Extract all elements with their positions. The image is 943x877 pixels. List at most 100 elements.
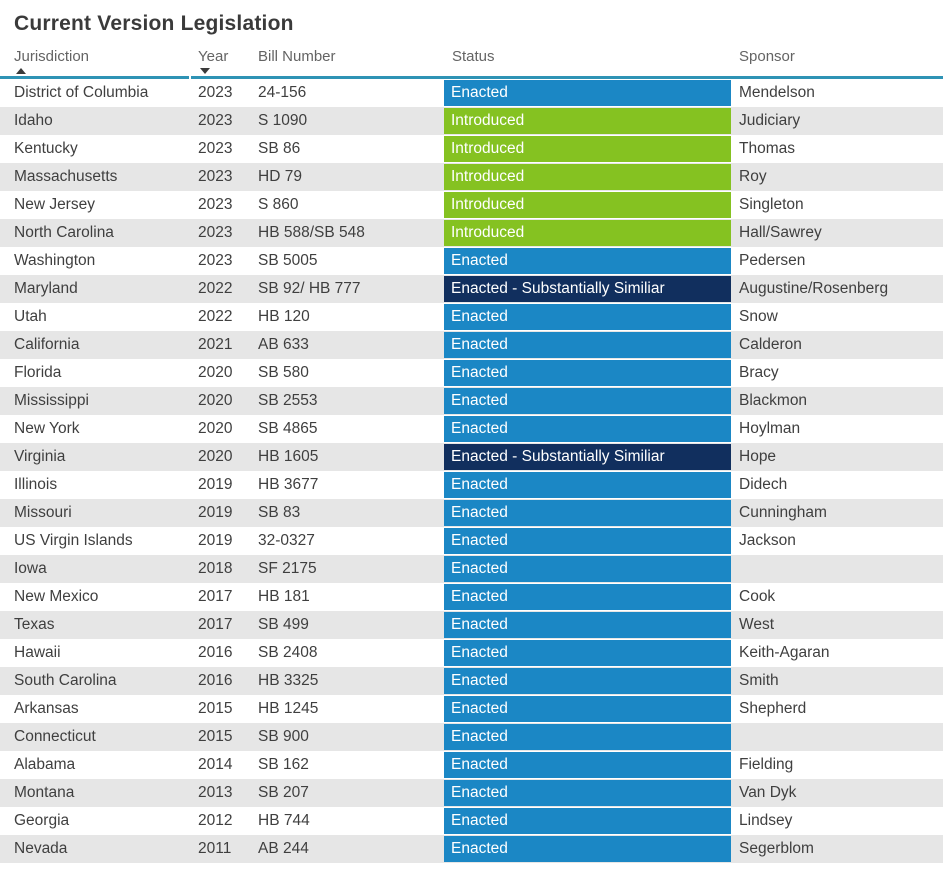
bill-number-cell[interactable]: SB 4865	[258, 420, 318, 437]
sponsor-cell[interactable]: Snow	[739, 308, 778, 325]
table-row[interactable]: District of Columbia 2023 24-156 Enacted…	[0, 79, 943, 107]
status-cell[interactable]: Enacted	[444, 555, 731, 583]
year-cell[interactable]: 2016	[198, 644, 233, 661]
status-cell[interactable]: Enacted - Substantially Similiar	[444, 443, 731, 471]
jurisdiction-cell[interactable]: Massachusetts	[14, 168, 118, 185]
jurisdiction-cell[interactable]: North Carolina	[14, 224, 114, 241]
year-cell[interactable]: 2023	[198, 140, 233, 157]
sponsor-cell[interactable]: Roy	[739, 168, 767, 185]
column-header-bill[interactable]: Bill Number	[258, 48, 444, 76]
status-cell[interactable]: Introduced	[444, 191, 731, 219]
sponsor-cell[interactable]: Pedersen	[739, 252, 806, 269]
bill-number-cell[interactable]: S 1090	[258, 112, 308, 129]
jurisdiction-cell[interactable]: Georgia	[14, 812, 70, 829]
sponsor-cell[interactable]: Bracy	[739, 364, 779, 381]
bill-number-cell[interactable]: HB 120	[258, 308, 310, 325]
status-cell[interactable]: Enacted	[444, 471, 731, 499]
year-cell[interactable]: 2019	[198, 532, 233, 549]
status-cell[interactable]: Enacted	[444, 807, 731, 835]
table-row[interactable]: US Virgin Islands 2019 32-0327 Enacted J…	[0, 527, 943, 555]
table-row[interactable]: Missouri 2019 SB 83 Enacted Cunningham	[0, 499, 943, 527]
table-row[interactable]: California 2021 AB 633 Enacted Calderon	[0, 331, 943, 359]
table-row[interactable]: Arkansas 2015 HB 1245 Enacted Shepherd	[0, 695, 943, 723]
sponsor-cell[interactable]: Hope	[739, 448, 777, 465]
jurisdiction-cell[interactable]: Illinois	[14, 476, 58, 493]
year-cell[interactable]: 2017	[198, 616, 233, 633]
year-cell[interactable]: 2022	[198, 308, 233, 325]
bill-number-cell[interactable]: HB 588/SB 548	[258, 224, 365, 241]
table-row[interactable]: New York 2020 SB 4865 Enacted Hoylman	[0, 415, 943, 443]
table-row[interactable]: Virginia 2020 HB 1605 Enacted - Substant…	[0, 443, 943, 471]
jurisdiction-cell[interactable]: Alabama	[14, 756, 76, 773]
table-row[interactable]: Hawaii 2016 SB 2408 Enacted Keith-Agaran	[0, 639, 943, 667]
table-row[interactable]: Georgia 2012 HB 744 Enacted Lindsey	[0, 807, 943, 835]
sponsor-cell[interactable]: Segerblom	[739, 840, 814, 857]
year-cell[interactable]: 2021	[198, 336, 233, 353]
status-cell[interactable]: Enacted	[444, 639, 731, 667]
table-row[interactable]: Illinois 2019 HB 3677 Enacted Didech	[0, 471, 943, 499]
table-row[interactable]: Washington 2023 SB 5005 Enacted Pedersen	[0, 247, 943, 275]
year-cell[interactable]: 2017	[198, 588, 233, 605]
year-cell[interactable]: 2014	[198, 756, 233, 773]
column-header-year[interactable]: Year	[198, 48, 258, 76]
jurisdiction-cell[interactable]: Maryland	[14, 280, 78, 297]
bill-number-cell[interactable]: SB 162	[258, 756, 309, 773]
year-cell[interactable]: 2015	[198, 728, 233, 745]
table-row[interactable]: Alabama 2014 SB 162 Enacted Fielding	[0, 751, 943, 779]
jurisdiction-cell[interactable]: Hawaii	[14, 644, 61, 661]
status-cell[interactable]: Enacted	[444, 723, 731, 751]
sponsor-cell[interactable]: Cook	[739, 588, 776, 605]
status-cell[interactable]: Enacted	[444, 611, 731, 639]
bill-number-cell[interactable]: HB 3325	[258, 672, 319, 689]
status-cell[interactable]: Introduced	[444, 163, 731, 191]
status-cell[interactable]: Enacted - Substantially Similiar	[444, 275, 731, 303]
year-cell[interactable]: 2020	[198, 364, 233, 381]
sponsor-cell[interactable]: Mendelson	[739, 84, 815, 101]
bill-number-cell[interactable]: 24-156	[258, 84, 307, 101]
status-cell[interactable]: Introduced	[444, 219, 731, 247]
year-cell[interactable]: 2019	[198, 476, 233, 493]
status-cell[interactable]: Enacted	[444, 79, 731, 107]
jurisdiction-cell[interactable]: US Virgin Islands	[14, 532, 133, 549]
bill-number-cell[interactable]: SB 83	[258, 504, 301, 521]
bill-number-cell[interactable]: SF 2175	[258, 560, 317, 577]
status-cell[interactable]: Enacted	[444, 751, 731, 779]
year-cell[interactable]: 2011	[198, 840, 232, 857]
table-row[interactable]: Utah 2022 HB 120 Enacted Snow	[0, 303, 943, 331]
table-row[interactable]: New Jersey 2023 S 860 Introduced Singlet…	[0, 191, 943, 219]
jurisdiction-cell[interactable]: New Jersey	[14, 196, 95, 213]
year-cell[interactable]: 2023	[198, 168, 233, 185]
sponsor-cell[interactable]: Hall/Sawrey	[739, 224, 822, 241]
jurisdiction-cell[interactable]: Missouri	[14, 504, 72, 521]
sponsor-cell[interactable]: Smith	[739, 672, 779, 689]
table-row[interactable]: Connecticut 2015 SB 900 Enacted	[0, 723, 943, 751]
sponsor-cell[interactable]: Shepherd	[739, 700, 807, 717]
bill-number-cell[interactable]: SB 900	[258, 728, 309, 745]
jurisdiction-cell[interactable]: Connecticut	[14, 728, 96, 745]
year-cell[interactable]: 2023	[198, 196, 233, 213]
bill-number-cell[interactable]: SB 207	[258, 784, 309, 801]
year-cell[interactable]: 2020	[198, 392, 233, 409]
jurisdiction-cell[interactable]: Kentucky	[14, 140, 78, 157]
status-cell[interactable]: Enacted	[444, 415, 731, 443]
jurisdiction-cell[interactable]: California	[14, 336, 80, 353]
status-cell[interactable]: Enacted	[444, 387, 731, 415]
jurisdiction-cell[interactable]: New York	[14, 420, 80, 437]
table-row[interactable]: North Carolina 2023 HB 588/SB 548 Introd…	[0, 219, 943, 247]
status-cell[interactable]: Enacted	[444, 331, 731, 359]
jurisdiction-cell[interactable]: Texas	[14, 616, 55, 633]
status-cell[interactable]: Introduced	[444, 107, 731, 135]
status-cell[interactable]: Enacted	[444, 667, 731, 695]
bill-number-cell[interactable]: HD 79	[258, 168, 302, 185]
jurisdiction-cell[interactable]: Iowa	[14, 560, 47, 577]
sponsor-cell[interactable]: Hoylman	[739, 420, 801, 437]
bill-number-cell[interactable]: SB 2553	[258, 392, 318, 409]
table-row[interactable]: Idaho 2023 S 1090 Introduced Judiciary	[0, 107, 943, 135]
jurisdiction-cell[interactable]: Montana	[14, 784, 75, 801]
sponsor-cell[interactable]: Thomas	[739, 140, 795, 157]
sponsor-cell[interactable]: Augustine/Rosenberg	[739, 280, 889, 297]
sponsor-cell[interactable]: Judiciary	[739, 112, 801, 129]
jurisdiction-cell[interactable]: Mississippi	[14, 392, 89, 409]
bill-number-cell[interactable]: SB 86	[258, 140, 301, 157]
bill-number-cell[interactable]: HB 181	[258, 588, 310, 605]
